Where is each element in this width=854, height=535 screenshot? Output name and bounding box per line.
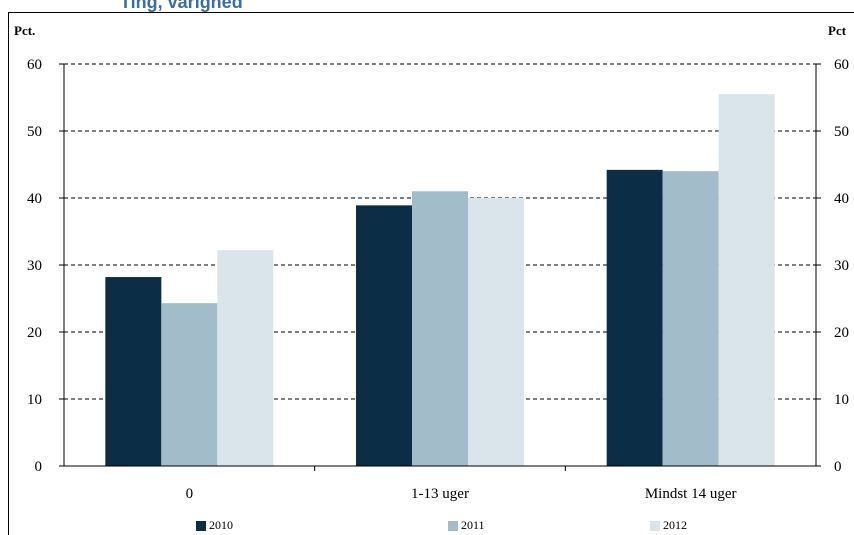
bar [718,94,775,467]
bar [468,198,524,466]
bar [356,205,412,466]
y-tick-label-right: 50 [834,124,849,140]
x-tick-label: Mindst 14 uger [645,486,737,502]
bar [606,169,663,467]
y-tick-label-left: 40 [27,191,42,207]
y-tick-label-right: 10 [834,392,849,408]
y-tick-label-left: 50 [27,124,42,140]
legend-swatch [650,520,660,531]
y-tick-label-left: 10 [27,392,42,408]
bar [662,171,719,466]
y-axis-label-left: Pct. [14,23,35,38]
legend-label: 2010 [209,518,233,532]
bar [105,277,162,466]
legend-swatch [448,520,458,531]
legend-item: 2012 [650,518,687,533]
legend-item: 2010 [196,518,233,533]
bar [412,191,468,467]
y-tick-label-right: 30 [834,258,849,274]
y-tick-label-left: 30 [27,258,42,274]
chart-title: Ting, varighed [120,0,243,12]
legend-item: 2011 [448,518,485,533]
bar [161,303,218,466]
legend-label: 2012 [663,518,687,532]
bar [217,250,274,466]
legend-swatch [196,520,206,531]
x-tick-label: 1-13 uger [411,486,469,502]
y-tick-label-right: 40 [834,191,849,207]
y-tick-label-right: 20 [834,325,849,341]
chart-frame [8,12,854,535]
y-tick-label-left: 60 [27,57,42,73]
y-tick-label-right: 0 [834,459,842,475]
y-tick-label-left: 0 [35,459,43,475]
y-tick-label-right: 60 [834,57,849,73]
y-tick-label-left: 20 [27,325,42,341]
legend: 2010 2011 2012 [0,518,854,535]
x-tick-label: 0 [186,486,194,502]
y-axis-label-right: Pct [828,23,847,38]
legend-label: 2011 [461,518,485,532]
